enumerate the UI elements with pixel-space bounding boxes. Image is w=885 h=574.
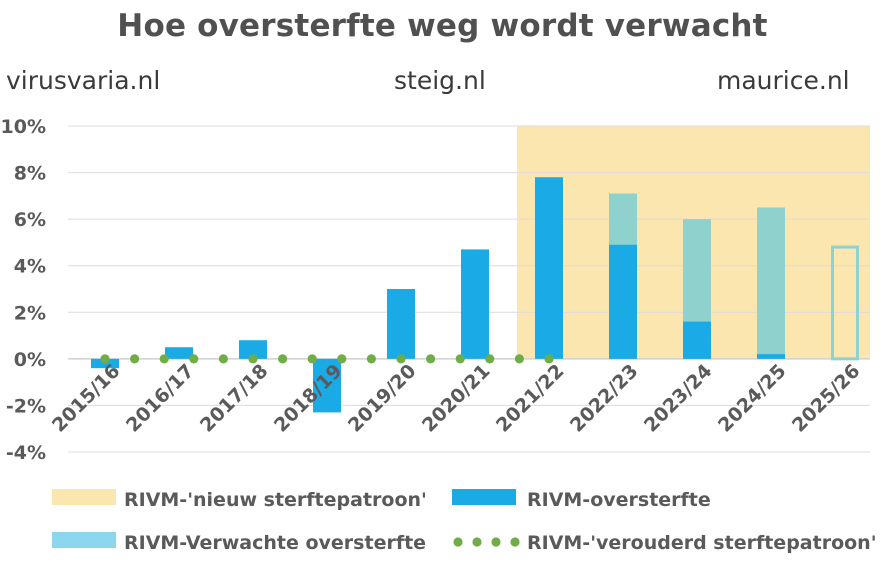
x-tick-label: 2024/25 xyxy=(714,360,791,437)
bar-oversterfte-2015-16 xyxy=(91,358,119,369)
dotted-line-point xyxy=(130,354,140,364)
dotted-line-point xyxy=(455,354,465,364)
chart-title: Hoe oversterfte weg wordt verwacht xyxy=(117,8,768,44)
x-axis-ticks: 2015/162016/172017/182018/192019/202020/… xyxy=(48,360,865,437)
x-tick-label: 2019/20 xyxy=(344,360,421,437)
gridlines-layer xyxy=(68,125,870,453)
bar-oversterfte-2022-23 xyxy=(609,244,637,359)
x-tick-label: 2025/26 xyxy=(788,360,865,437)
dotted-line-point xyxy=(159,354,169,364)
bar-oversterfte-2023-24 xyxy=(683,321,711,359)
legend-label: RIVM-Verwachte oversterfte xyxy=(124,532,426,554)
legend-swatch xyxy=(52,489,116,505)
x-tick-label: 2020/21 xyxy=(418,360,495,437)
dotted-line-point xyxy=(366,354,376,364)
bar-oversterfte-2020-21 xyxy=(461,249,489,359)
bar-expected-2025-26 xyxy=(831,245,859,361)
y-tick-label: 8% xyxy=(14,163,46,185)
legend-swatch xyxy=(452,489,516,505)
watermark-right: maurice.nl xyxy=(717,66,850,95)
dotted-line-point xyxy=(544,354,554,364)
x-tick-label: 2016/17 xyxy=(122,360,199,437)
bar-oversterfte-2019-20 xyxy=(387,289,415,359)
watermark-center: steig.nl xyxy=(394,66,486,95)
bar-oversterfte-2016-17 xyxy=(165,347,193,359)
legend-label: RIVM-'nieuw sterftepatroon' xyxy=(124,489,427,511)
dotted-line-point xyxy=(278,354,288,364)
dotted-line-point xyxy=(485,354,495,364)
y-tick-label: -4% xyxy=(6,442,46,464)
dotted-line-point xyxy=(337,354,347,364)
y-tick-label: 10% xyxy=(1,116,46,138)
dotted-line-point xyxy=(189,354,199,364)
watermark-left: virusvaria.nl xyxy=(6,66,161,95)
x-tick-label: 2015/16 xyxy=(48,360,125,437)
dotted-line-point xyxy=(248,354,258,364)
legend: RIVM-'nieuw sterftepatroon' RIVM-overster… xyxy=(52,489,877,554)
bar-expected-2024-25 xyxy=(757,207,785,359)
dotted-line-point xyxy=(514,354,525,364)
y-axis-ticks: 10% 8% 6% 4% 2% 0% -2% -4% xyxy=(1,116,46,464)
dotted-line-point xyxy=(218,354,228,364)
dotted-line-point xyxy=(307,354,317,364)
dotted-line-layer xyxy=(100,354,554,364)
dotted-line-point xyxy=(100,354,110,364)
dotted-line-point xyxy=(396,354,406,364)
bar-oversterfte-2024-25 xyxy=(757,354,785,359)
y-tick-label: 6% xyxy=(14,209,46,231)
y-tick-label: 4% xyxy=(14,256,46,278)
x-tick-label: 2022/23 xyxy=(566,360,643,437)
bar-oversterfte-2018-19 xyxy=(313,358,341,413)
x-tick-label: 2023/24 xyxy=(640,360,717,437)
legend-swatch xyxy=(52,532,116,548)
bar-oversterfte-2021-22 xyxy=(535,177,563,359)
x-tick-label: 2017/18 xyxy=(196,360,273,437)
y-tick-label: -2% xyxy=(6,395,46,417)
dotted-line-point xyxy=(426,354,436,364)
bar-oversterfte-2017-18 xyxy=(239,340,267,359)
legend-label: RIVM-oversterfte xyxy=(527,489,711,511)
x-tick-label: 2021/22 xyxy=(492,360,569,437)
legend-swatch xyxy=(453,537,520,547)
bars-layer xyxy=(91,177,859,413)
y-tick-label: 2% xyxy=(14,302,46,324)
y-tick-label: 0% xyxy=(14,349,46,371)
legend-label: RIVM-'verouderd sterftepatroon' xyxy=(527,532,877,554)
